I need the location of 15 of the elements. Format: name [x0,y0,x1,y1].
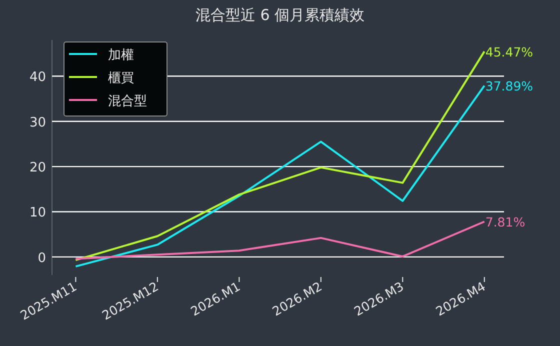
y-tick-label: 40 [29,70,46,86]
legend-label: 櫃買 [108,71,134,86]
y-tick-label: 20 [29,160,46,176]
legend-label: 加權 [108,48,134,63]
legend-label: 混合型 [108,94,147,109]
y-tick-label: 10 [29,206,46,221]
line-series [74,50,486,262]
data-label: 37.89% [485,78,534,94]
data-label: 45.47% [485,44,534,60]
line-series [74,84,486,268]
chart-title: 混合型近 6 個月累積績效 [195,6,365,24]
data-label: 7.81% [485,214,526,230]
y-tick-label: 30 [29,115,46,130]
y-tick-label: 0 [38,250,46,266]
line-series [74,220,486,260]
